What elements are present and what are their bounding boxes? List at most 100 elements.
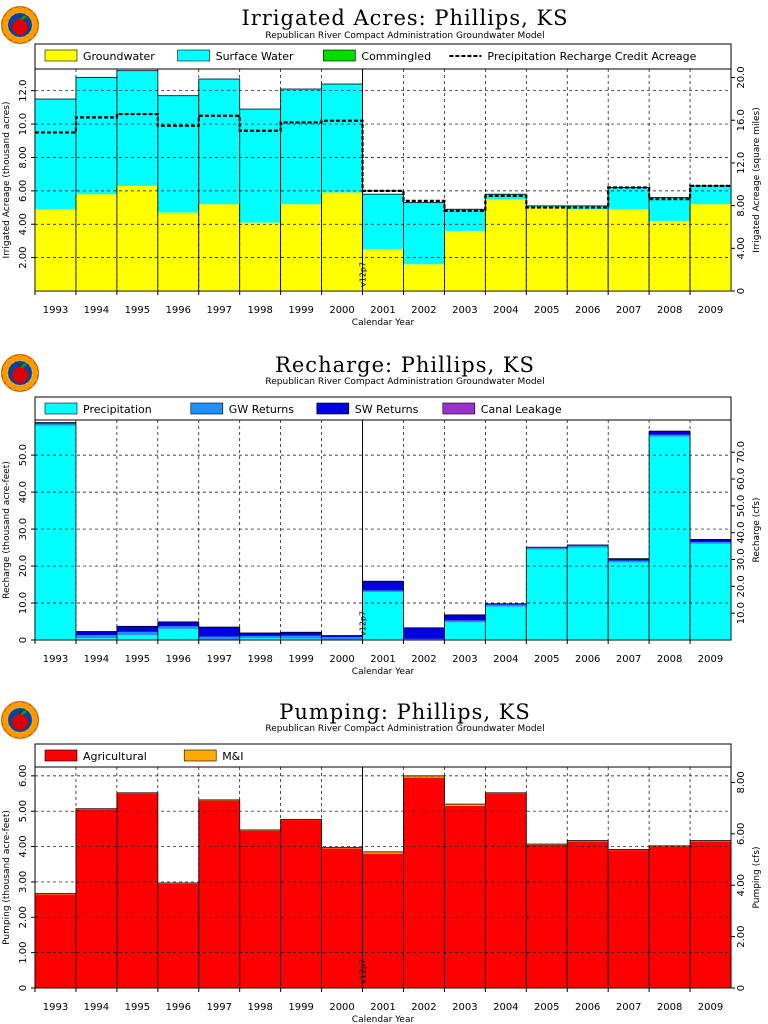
bar-groundwater-2001 xyxy=(362,249,404,291)
y-tick-label: 5.00 xyxy=(18,800,29,822)
bar-surface-water-2008 xyxy=(649,197,691,221)
x-tick-label: 1999 xyxy=(288,305,313,316)
y-tick-label: 2.00 xyxy=(18,906,29,928)
y2-tick-label: 8.00 xyxy=(736,771,747,793)
x-tick-label: 1993 xyxy=(43,1002,68,1013)
x-tick-label: 2009 xyxy=(698,1002,723,1013)
y2-tick-label: 16.0 xyxy=(736,109,747,131)
bar-groundwater-2002 xyxy=(403,264,445,291)
bar-sw-returns-1997 xyxy=(198,627,240,637)
x-tick-label: 1994 xyxy=(84,1002,109,1013)
legend-label: GW Returns xyxy=(229,403,294,416)
logo-petal xyxy=(11,383,18,391)
bar-agricultural-1995 xyxy=(116,793,158,988)
chart-title: Recharge: Phillips, KS xyxy=(275,353,535,377)
legend-swatch-canal-leakage xyxy=(442,402,476,415)
logo-petal xyxy=(16,6,24,14)
x-tick-label: 2000 xyxy=(329,654,354,665)
legend-swatch-m-i xyxy=(183,749,217,762)
bar-sw-returns-2007 xyxy=(608,558,650,561)
logo-petal xyxy=(27,11,34,18)
bar-agricultural-1999 xyxy=(280,820,322,988)
bar-gw-returns-1996 xyxy=(157,626,199,629)
y2-tick-label: 10.0 xyxy=(736,602,747,624)
bar-gw-returns-1997 xyxy=(198,636,240,640)
x-tick-label: 1996 xyxy=(166,1002,191,1013)
logo-petal xyxy=(30,364,38,371)
bar-groundwater-1997 xyxy=(198,204,240,291)
y-axis-label: Pumping (thousand acre-feet) xyxy=(2,810,12,945)
chart-panel-1: Irrigated Acres: Phillips, KSRepublican … xyxy=(1,6,762,328)
bar-group xyxy=(34,70,732,292)
x-tick-label: 1997 xyxy=(207,305,232,316)
logo-petal xyxy=(1,21,9,29)
bar-gw-returns-2001 xyxy=(362,590,404,592)
logo-petal xyxy=(30,27,38,34)
x-tick-label: 2004 xyxy=(493,305,518,316)
legend-label: Canal Leakage xyxy=(481,403,562,416)
x-axis-label: Calendar Year xyxy=(352,1015,415,1024)
bar-agricultural-2009 xyxy=(690,841,731,988)
bar-sw-returns-1996 xyxy=(157,621,199,627)
bar-groundwater-2004 xyxy=(485,199,527,291)
chart-subtitle: Republican River Compact Administration … xyxy=(265,377,544,387)
bar-groundwater-1996 xyxy=(157,212,199,291)
logo-leaf xyxy=(20,710,27,715)
x-tick-label: 2003 xyxy=(452,305,477,316)
y2-tick-label: 6.00 xyxy=(736,823,747,845)
y-tick-label: 30.0 xyxy=(18,518,29,540)
logo-stem xyxy=(19,362,22,368)
x-tick-label: 1995 xyxy=(125,1002,150,1013)
bar-surface-water-1993 xyxy=(35,99,76,210)
bar-precipitation-1994 xyxy=(75,638,117,640)
logo-petal xyxy=(6,359,13,366)
bar-gw-returns-2008 xyxy=(649,434,691,437)
y2-tick-label: 4.00 xyxy=(736,874,747,896)
bar-gw-returns-2004 xyxy=(485,604,527,607)
bar-gw-returns-1995 xyxy=(116,631,158,636)
bar-groundwater-2006 xyxy=(567,209,609,291)
bar-agricultural-2002 xyxy=(403,777,445,988)
bar-precipitation-2008 xyxy=(649,436,691,640)
x-tick-label: 2001 xyxy=(370,305,395,316)
bar-surface-water-2004 xyxy=(485,194,527,200)
legend-swatch-surface-water xyxy=(177,49,210,62)
legend-swatch-agricultural xyxy=(44,749,78,762)
bar-gw-returns-2007 xyxy=(608,560,650,563)
logo-apple xyxy=(12,714,28,730)
bar-agricultural-2005 xyxy=(526,844,568,988)
logo-petal xyxy=(31,716,39,724)
bar-gw-returns-2006 xyxy=(567,545,609,548)
x-tick-label: 1993 xyxy=(43,654,68,665)
x-axis-label: Calendar Year xyxy=(352,318,415,328)
y2-tick-label: 70.0 xyxy=(736,441,747,463)
bar-surface-water-1994 xyxy=(75,77,117,195)
bar-surface-water-2009 xyxy=(690,185,731,205)
y-tick-label: 6.00 xyxy=(18,765,29,787)
logo-petal xyxy=(27,706,34,713)
y-tick-label: 0 xyxy=(18,637,29,643)
y-tick-label: 4.00 xyxy=(18,213,29,235)
bar-sw-returns-2009 xyxy=(690,539,731,543)
legend-label: Commingled xyxy=(361,50,431,63)
bar-surface-water-1995 xyxy=(116,70,158,186)
y-tick-label: 0 xyxy=(18,985,29,991)
bar-surface-water-1998 xyxy=(239,109,281,223)
x-tick-label: 2006 xyxy=(575,1002,600,1013)
x-tick-label: 1999 xyxy=(288,1002,313,1013)
x-tick-label: 2000 xyxy=(329,1002,354,1013)
y-tick-label: 10.0 xyxy=(18,113,29,135)
logo-petal xyxy=(2,375,10,382)
bar-precipitation-2009 xyxy=(690,543,731,640)
bar-sw-returns-2008 xyxy=(649,431,691,435)
logo-petal xyxy=(6,11,13,18)
y2-axis-label: Irrigated Acreage (square miles) xyxy=(752,107,762,252)
x-tick-label: 1998 xyxy=(247,654,272,665)
logo-petal xyxy=(30,375,38,382)
logo-leaf xyxy=(20,363,27,368)
logo-petal xyxy=(22,702,29,710)
bar-groundwater-2007 xyxy=(608,209,650,291)
y-tick-label: 8.00 xyxy=(18,146,29,168)
logo-petal xyxy=(22,355,29,363)
